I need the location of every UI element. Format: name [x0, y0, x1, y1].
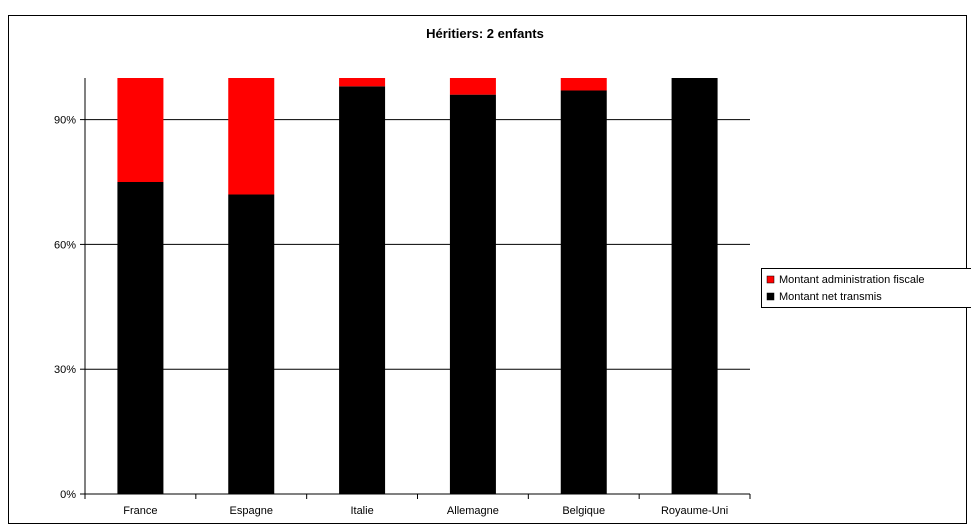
- bar-belgique-series-1: [560, 78, 607, 91]
- legend: Montant administration fiscale Montant ne…: [761, 268, 971, 308]
- axes: [80, 78, 751, 499]
- bar-france-series-1: [117, 78, 164, 182]
- gridlines: [85, 119, 750, 370]
- bar-france-series-0: [117, 182, 164, 494]
- x-tick-label-0: France: [123, 505, 157, 517]
- y-tick-label-1: 30%: [54, 364, 76, 376]
- bar-royaume-uni-series-0: [671, 78, 718, 494]
- legend-box: [761, 268, 971, 308]
- y-tick-label-3: 90%: [54, 115, 76, 127]
- bar-allemagne-series-0: [449, 94, 496, 494]
- legend-label-0: Montant administration fiscale: [779, 274, 925, 286]
- y-tick-label-2: 60%: [54, 239, 76, 251]
- x-tick-label-3: Allemagne: [447, 505, 499, 517]
- x-tick-labels: France Espagne Italie Allemagne Belgique Roya…: [123, 505, 728, 517]
- x-tick-label-2: Italie: [350, 505, 373, 517]
- chart-title: Héritiers: 2 enfants: [426, 26, 544, 41]
- x-tick-label-4: Belgique: [562, 505, 605, 517]
- bar-espagne-series-1: [228, 78, 275, 195]
- bar-italie-series-0: [339, 86, 386, 494]
- legend-swatch-1: [766, 292, 775, 301]
- legend-label-1: Montant net transmis: [779, 291, 882, 303]
- bar-italie-series-1: [339, 78, 386, 87]
- legend-swatch-0: [766, 275, 775, 284]
- bar-espagne-series-0: [228, 194, 275, 495]
- y-tick-labels: 0% 30% 60% 90%: [54, 115, 76, 501]
- x-tick-label-5: Royaume-Uni: [661, 505, 728, 517]
- bar-belgique-series-0: [560, 90, 607, 494]
- bar-allemagne-series-1: [449, 78, 496, 95]
- bars: [117, 78, 718, 495]
- y-tick-label-0: 0%: [60, 489, 76, 501]
- x-tick-label-1: Espagne: [230, 505, 273, 517]
